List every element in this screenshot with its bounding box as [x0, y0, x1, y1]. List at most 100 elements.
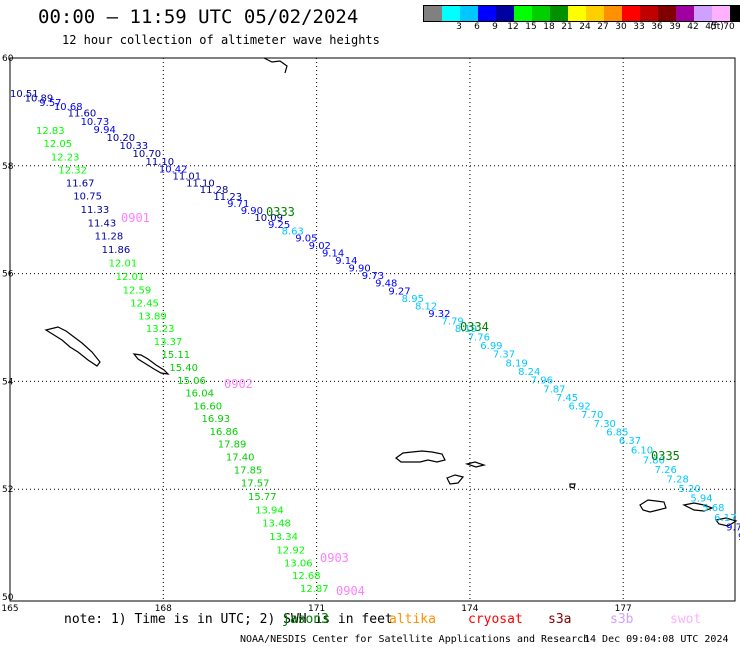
wave-height-value-track-a: 7.87 [543, 384, 565, 395]
pribilof-islands [132, 353, 170, 375]
scale-swatch [712, 6, 730, 21]
wave-height-value-track-a: 5.94 [690, 494, 712, 505]
altimeter-track-b: 12.83 12.05 12.23 12.32 11.67 10.75 11.33 11.43… [36, 126, 329, 595]
wave-height-value-track-b: 12.87 [300, 584, 329, 595]
wave-height-value-track-b: 11.86 [102, 245, 131, 256]
scale-swatch [478, 6, 496, 21]
wave-height-value-track-a: 9.94 [94, 125, 116, 136]
aleutian-island-large [395, 450, 446, 463]
scale-tick-label: 18 [543, 22, 555, 32]
wave-height-value-track-a: 8.24 [518, 367, 540, 378]
wave-height-value-track-a: 10.73 [81, 117, 110, 128]
wave-height-value-track-a: 10.68 [54, 102, 83, 113]
scale-tick-label: 3 [456, 22, 462, 32]
longitude-label: 171 [308, 604, 325, 614]
wave-height-value-track-a: 7.76 [468, 332, 490, 343]
wave-height-value-track-a: 8.63 [282, 227, 304, 238]
wave-height-value-track-a: 10.20 [107, 133, 136, 144]
wave-height-value-track-a: 6.99 [480, 341, 502, 352]
wave-height-value-track-b: 16.04 [185, 389, 214, 400]
wave-height-value-track-b: 12.92 [276, 545, 305, 556]
wave-height-value-track-b: 12.59 [123, 285, 152, 296]
map-frame [9, 57, 736, 602]
altimeter-track-a: 10.5110.899.5710.6811.6010.739.9410.2010… [10, 89, 740, 543]
wave-height-value-track-b: 15.77 [248, 492, 277, 503]
longitude-label: 174 [461, 604, 478, 614]
wave-height-value-track-a: 7.79 [442, 317, 464, 328]
wave-height-value-track-b: 12.45 [130, 298, 159, 309]
aleutian-island-east-2 [682, 502, 714, 512]
scale-swatch [676, 6, 694, 21]
wave-height-value-track-b: 11.43 [88, 218, 117, 229]
scale-tick-label: 15 [525, 22, 537, 32]
wave-height-value-track-a: 6.10 [631, 446, 653, 457]
wave-height-value-track-b: 12.01 [116, 272, 145, 283]
wave-height-value-track-a: 7.96 [531, 376, 553, 387]
wave-height-value-track-a: 9.48 [375, 279, 397, 290]
satellite-legend-jason3: jason3 [282, 612, 329, 627]
scale-tick-label: 39 [669, 22, 681, 32]
wave-height-value-track-a: 8.95 [402, 294, 424, 305]
wave-height-value-track-a: 6.85 [606, 428, 628, 439]
latitude-label: 54 [2, 377, 14, 387]
scale-tick-label: 33 [633, 22, 645, 32]
wave-height-value-track-b: 17.89 [218, 440, 247, 451]
wave-height-value-track-a: 9.27 [388, 286, 410, 297]
footer-credit: NOAA/NESDIS Center for Satellite Applica… [240, 634, 590, 645]
wave-height-value-track-a: 5.20 [678, 484, 700, 495]
map-grid [9, 57, 736, 602]
scale-tick-label: 36 [651, 22, 663, 32]
wave-height-value-track-a: 6.92 [568, 402, 590, 413]
pass-time-label: 0901 [121, 211, 150, 225]
land-outlines [44, 57, 738, 527]
footer-timestamp: 14 Dec 09:04:08 UTC 2024 [584, 634, 729, 645]
wave-height-value-track-a: 6.37 [619, 436, 641, 447]
pass-time-label: 0335 [651, 449, 680, 463]
scale-unit-label: (ft) [710, 22, 724, 32]
wave-height-value-track-a: 7.28 [667, 474, 689, 485]
wave-height-value-track-b: 13.34 [269, 532, 298, 543]
wave-height-value-track-b: 12.01 [109, 259, 138, 270]
scale-tick-label: 12 [507, 22, 519, 32]
wave-height-value-track-a: 7.80 [643, 455, 665, 466]
wave-height-value-track-a: 9.32 [428, 309, 450, 320]
wave-height-value-track-a: 9.90 [349, 264, 371, 275]
wave-height-value-track-b: 17.85 [234, 465, 263, 476]
wave-height-value-track-a: 11.60 [68, 109, 97, 120]
wave-height-value-track-a: 11.10 [145, 157, 174, 168]
wave-height-value-track-a: 8.19 [505, 358, 527, 369]
wave-height-value-track-a: 11.10 [186, 178, 215, 189]
wave-height-value-track-b: 11.28 [95, 232, 124, 243]
latitude-label: 56 [2, 270, 14, 280]
pass-time-label: 0333 [266, 205, 295, 219]
wave-height-value-track-a: 7.37 [493, 350, 515, 361]
wave-height-value-track-b: 13.23 [146, 324, 175, 335]
aleutian-island-east [639, 499, 667, 513]
satellite-legend-s3a: s3a [548, 612, 572, 627]
scale-swatch [622, 6, 640, 21]
scale-tick-label: 9 [492, 22, 498, 32]
wave-height-value-track-b: 12.83 [36, 126, 65, 137]
latitude-label: 52 [2, 485, 13, 495]
wave-height-value-track-a: 10.09 [254, 213, 283, 224]
scale-swatch [586, 6, 604, 21]
scale-swatch [550, 6, 568, 21]
scale-swatch [640, 6, 658, 21]
wave-height-value-track-b: 17.57 [241, 479, 270, 490]
wave-height-value-track-b: 11.33 [81, 205, 110, 216]
wave-height-value-track-a: 8.12 [415, 301, 437, 312]
scale-tick-label: 42 [687, 22, 699, 32]
aleutian-island-small-2 [446, 474, 465, 485]
wave-height-value-track-b: 12.68 [292, 571, 321, 582]
wave-height-value-track-b: 16.93 [202, 414, 231, 425]
wave-height-value-track-a: 11.01 [173, 171, 202, 182]
wave-height-value-track-a: 6.17 [714, 513, 736, 524]
wave-height-value-track-a: 11.28 [200, 185, 229, 196]
color-scale-labels: 3 6 9 12 15 18 21 24 27 30 33 36 39 42 45 70 (ft) [423, 22, 735, 34]
wave-height-value-track-a: 9.7 [726, 522, 740, 533]
wave-height-value-track-b: 12.05 [43, 139, 72, 150]
wave-height-value-track-a: 10.89 [25, 93, 54, 104]
wave-height-value-track-a: 7.30 [594, 419, 616, 430]
